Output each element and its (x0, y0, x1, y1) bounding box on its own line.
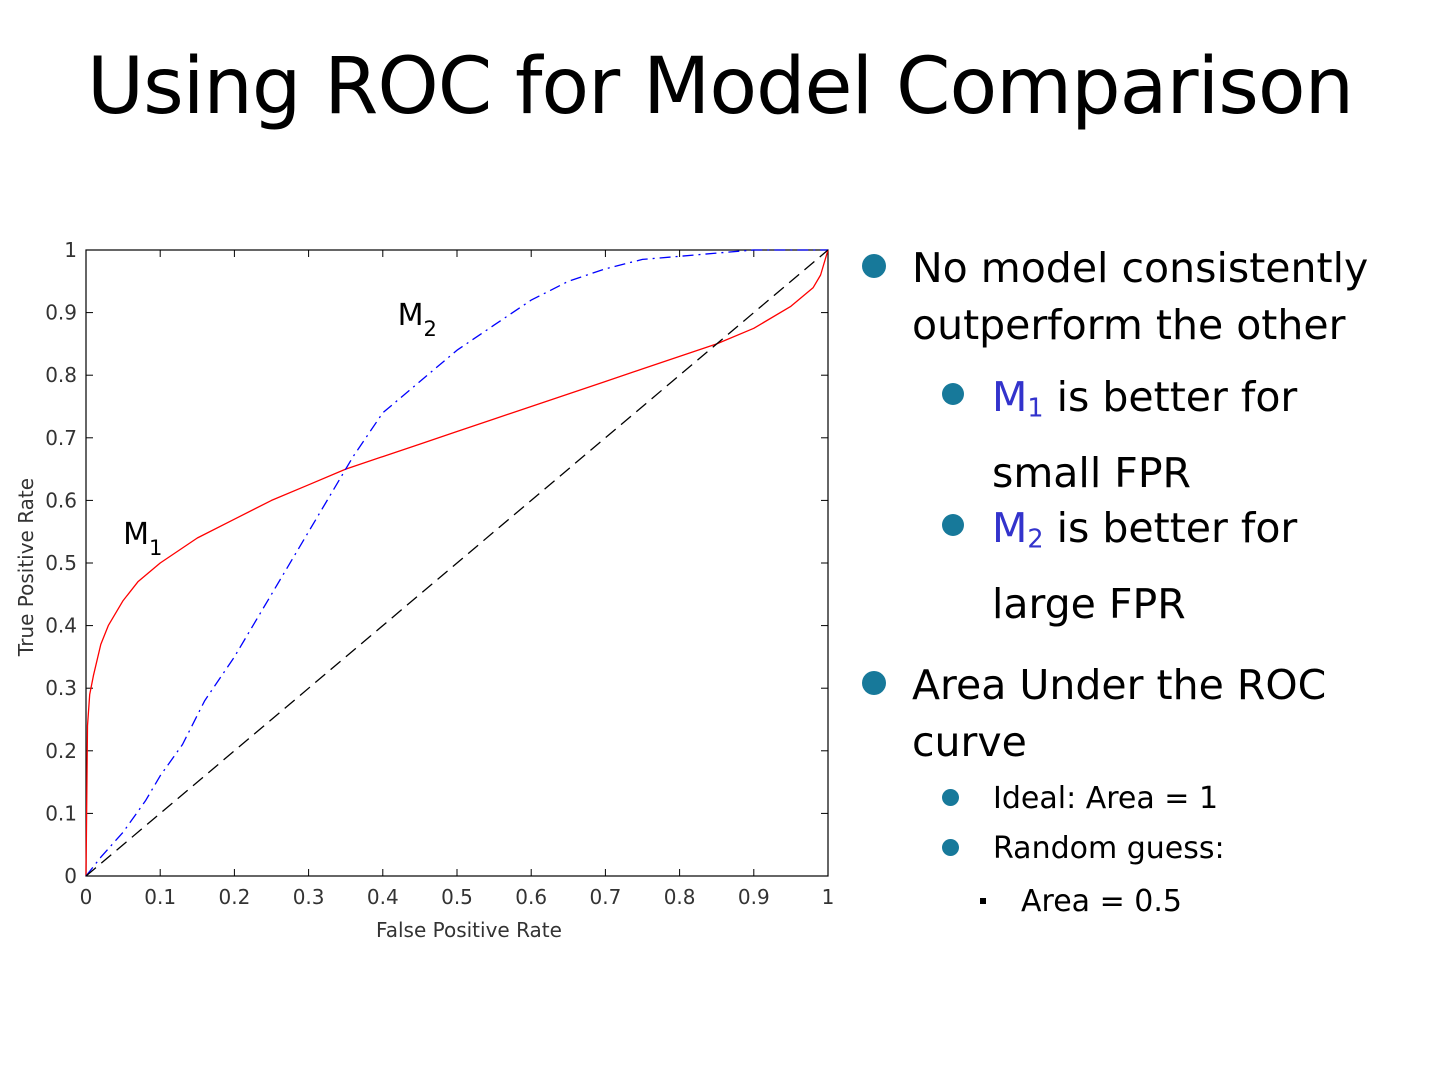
x-tick-label: 0.6 (515, 885, 547, 909)
x-tick-label: 0 (80, 885, 93, 909)
bullet-text: No model consistently outperform the othe… (912, 244, 1369, 349)
bullet-text: Random guess: (993, 831, 1225, 866)
y-tick-label: 0.6 (45, 488, 77, 512)
series-line-m1 (85, 249, 829, 877)
bullet-no-model: No model consistently outperform the othe… (862, 240, 1368, 354)
x-tick-label: 0.5 (441, 885, 473, 909)
y-tick-label: 0.7 (45, 426, 77, 450)
bullet-m2-better: M2 is better for large FPR (942, 496, 1297, 637)
curve-label-m2: M2 (398, 298, 437, 341)
curve-label-sub: 2 (424, 317, 437, 341)
roc-chart: 0 0.1 0.2 0.3 0.4 0.5 0.6 0.7 0.8 0.9 1 0 0.1 0.2 0.3 0… (14, 238, 834, 942)
bullet-square-icon (980, 898, 986, 904)
y-tick-label: 0.5 (45, 551, 77, 575)
chart-annotations: M1 M2 (123, 298, 437, 560)
y-tick-label: 0.8 (45, 363, 77, 387)
bullet-m1-better: M1 is better for small FPR (942, 365, 1297, 506)
bullet-text: M1 is better for small FPR (992, 373, 1298, 497)
series-line-diag (85, 249, 829, 877)
bullet-ideal: Ideal: Area = 1 (942, 781, 1218, 817)
y-tick-label: 0.2 (45, 739, 77, 763)
x-tick-label: 0.2 (218, 885, 250, 909)
bullet-dot-icon (862, 671, 886, 695)
bullet-text: Area = 0.5 (1021, 884, 1182, 919)
bullet-area-half: Area = 0.5 (980, 884, 1182, 920)
series-line-m2 (85, 249, 828, 877)
y-tick-label: 0.1 (45, 801, 77, 825)
chart-axes: 0 0.1 0.2 0.3 0.4 0.5 0.6 0.7 0.8 0.9 1 0 0.1 0.2 0.3 0… (14, 238, 834, 942)
y-tick-label: 0.3 (45, 676, 77, 700)
x-tick-label: 0.1 (144, 885, 176, 909)
y-tick-label: 0.9 (45, 301, 77, 325)
bullet-dot-icon (942, 514, 964, 536)
bullet-text: Area Under the ROC curve (912, 661, 1327, 766)
bullet-dot-icon (942, 383, 964, 405)
y-tick-label: 0.4 (45, 614, 77, 638)
bullet-random-guess: Random guess: (942, 831, 1225, 867)
bullet-text: M2 is better for large FPR (992, 504, 1298, 628)
slide-title: Using ROC for Model Comparison (86, 42, 1354, 132)
x-tick-label: 0.7 (589, 885, 621, 909)
bullet-text: Ideal: Area = 1 (993, 781, 1219, 816)
bullet-auc: Area Under the ROC curve (862, 657, 1326, 771)
x-tick-label: 1 (822, 885, 835, 909)
bullet-dot-icon (942, 839, 959, 856)
model-label-m1: M1 (992, 373, 1044, 423)
curve-label-m1: M1 (123, 517, 162, 560)
y-axis-label: True Positive Rate (14, 478, 38, 657)
x-axis-label: False Positive Rate (376, 918, 562, 942)
curve-label-sub: 1 (149, 536, 162, 560)
chart-series (85, 249, 829, 877)
model-label-m2: M2 (992, 504, 1044, 554)
x-tick-label: 0.3 (293, 885, 325, 909)
bullet-dot-icon (862, 254, 886, 278)
y-tick-label: 1 (64, 238, 77, 262)
bullet-dot-icon (942, 789, 959, 806)
y-tick-label: 0 (64, 864, 77, 888)
x-tick-label: 0.9 (738, 885, 770, 909)
x-tick-label: 0.4 (367, 885, 399, 909)
x-tick-label: 0.8 (664, 885, 696, 909)
